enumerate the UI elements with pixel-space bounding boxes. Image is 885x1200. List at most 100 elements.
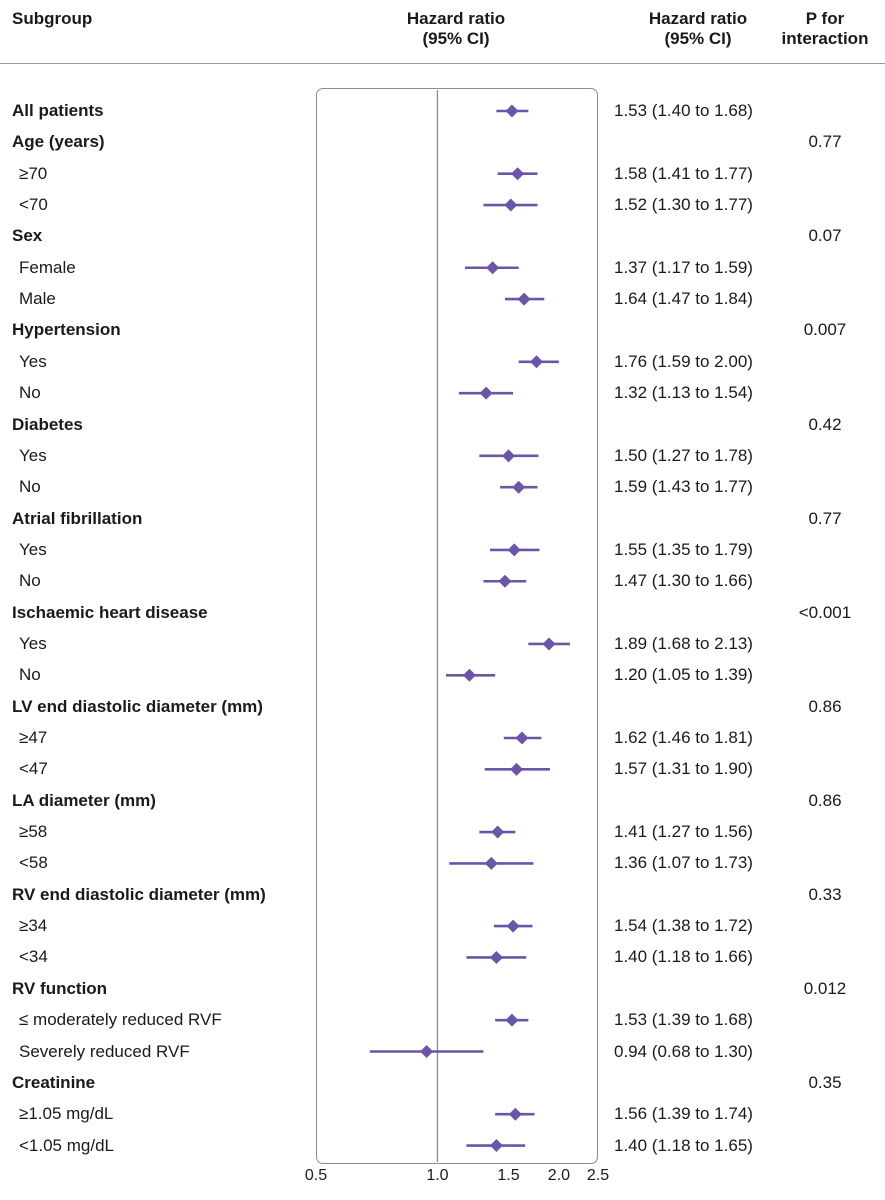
hazard-ratio-value: 0.94 (0.68 to 1.30) — [614, 1041, 753, 1061]
subgroup-label: ≥34 — [19, 916, 48, 936]
plot-frame — [316, 88, 598, 1164]
hazard-ratio-value: 1.55 (1.35 to 1.79) — [614, 539, 753, 559]
p-interaction-value: 0.012 — [803, 978, 847, 998]
hazard-ratio-value: 1.32 (1.13 to 1.54) — [614, 383, 753, 403]
hazard-ratio-value: 1.58 (1.41 to 1.77) — [614, 163, 753, 183]
point-estimate-marker — [491, 825, 505, 839]
point-estimate-marker — [489, 950, 503, 964]
subgroup-heading: RV function — [12, 978, 108, 998]
subgroup-label: ≥70 — [19, 163, 48, 183]
hazard-ratio-value: 1.40 (1.18 to 1.65) — [614, 1135, 753, 1155]
point-estimate-marker — [530, 355, 544, 369]
p-header-line2: interaction — [781, 29, 869, 48]
point-estimate-marker — [501, 449, 515, 463]
subgroup-label: Yes — [19, 445, 47, 465]
subgroup-label: <58 — [19, 853, 48, 873]
subgroup-heading: Diabetes — [12, 414, 83, 434]
subgroup-heading: Atrial fibrillation — [12, 508, 143, 528]
point-estimate-marker — [484, 856, 498, 870]
header-divider — [0, 63, 885, 64]
hazard-ratio-value: 1.54 (1.38 to 1.72) — [614, 916, 753, 936]
p-interaction-value: 0.35 — [808, 1072, 842, 1092]
point-estimate-marker — [505, 104, 519, 118]
hazard-ratio-value: 1.64 (1.47 to 1.84) — [614, 289, 753, 309]
subgroup-label: ≥47 — [19, 728, 48, 747]
p-interaction-value: 0.33 — [808, 884, 842, 904]
subgroup-label: Male — [19, 289, 56, 309]
subgroup-label: No — [19, 571, 41, 591]
plot-column-header: Hazard ratio (95% CI) — [376, 9, 536, 49]
subgroup-label: ≥58 — [19, 822, 48, 842]
subgroup-label: Yes — [19, 633, 47, 653]
hazard-ratio-value: 1.40 (1.18 to 1.66) — [614, 947, 753, 967]
subgroup-heading: Sex — [12, 226, 43, 246]
x-axis-tick-label: 1.0 — [426, 1167, 449, 1184]
subgroup-heading: Creatinine — [12, 1072, 96, 1092]
subgroup-label: No — [19, 665, 41, 685]
point-estimate-marker — [420, 1045, 434, 1058]
subgroup-heading: Ischaemic heart disease — [12, 602, 208, 622]
p-interaction-value: 0.86 — [808, 696, 842, 716]
subgroup-label: <70 — [19, 195, 48, 215]
subgroup-heading: LA diameter (mm) — [12, 790, 156, 810]
point-estimate-marker — [515, 731, 529, 745]
hazard-ratio-value: 1.56 (1.39 to 1.74) — [614, 1104, 753, 1124]
subgroup-label: ≥1.05 mg/dL — [19, 1104, 114, 1124]
subgroup-label: Severely reduced RVF — [19, 1041, 190, 1061]
hazard-ratio-value: 1.41 (1.27 to 1.56) — [614, 822, 753, 842]
point-estimate-marker — [512, 480, 526, 494]
point-estimate-marker — [504, 198, 518, 212]
hazard-ratio-value: 1.50 (1.27 to 1.78) — [614, 445, 753, 465]
point-estimate-marker — [489, 1139, 503, 1153]
point-estimate-marker — [498, 574, 512, 588]
x-axis-tick-label: 2.5 — [586, 1167, 610, 1184]
p-interaction-value: 0.77 — [808, 132, 842, 152]
subgroup-heading: RV end diastolic diameter (mm) — [12, 884, 266, 904]
point-estimate-marker — [511, 167, 525, 181]
subgroup-label: <1.05 mg/dL — [19, 1135, 114, 1155]
p-interaction-value: 0.86 — [808, 790, 842, 810]
subgroup-label: <47 — [19, 759, 48, 779]
point-estimate-marker — [507, 543, 521, 557]
hazard-ratio-value: 1.52 (1.30 to 1.77) — [614, 195, 753, 215]
p-interaction-value: 0.07 — [808, 226, 842, 246]
hazard-ratio-value: 1.57 (1.31 to 1.90) — [614, 759, 753, 779]
point-estimate-marker — [505, 1013, 519, 1027]
hr-header-line1: Hazard ratio — [648, 9, 748, 28]
subgroup-heading: All patients — [12, 101, 104, 120]
point-estimate-marker — [542, 637, 556, 651]
p-interaction-value: 0.77 — [808, 508, 842, 528]
hazard-ratio-value: 1.47 (1.30 to 1.66) — [614, 571, 753, 591]
point-estimate-marker — [506, 919, 520, 933]
subgroup-label: No — [19, 383, 41, 403]
hazard-ratio-value: 1.59 (1.43 to 1.77) — [614, 477, 753, 497]
subgroup-heading: Hypertension — [12, 320, 121, 340]
p-header-line1: P for — [805, 9, 845, 28]
x-axis-tick-label: 2.0 — [547, 1167, 571, 1184]
point-estimate-marker — [462, 668, 476, 682]
x-axis-tick-label: 0.5 — [304, 1167, 328, 1184]
point-estimate-marker — [479, 386, 493, 400]
point-estimate-marker — [486, 261, 500, 275]
plot-header-line1: Hazard ratio — [406, 9, 506, 28]
hazard-ratio-value: 1.37 (1.17 to 1.59) — [614, 257, 753, 277]
point-estimate-marker — [509, 762, 523, 776]
subgroup-label: Female — [19, 257, 76, 277]
hazard-ratio-value: 1.89 (1.68 to 2.13) — [614, 633, 753, 653]
p-interaction-value: <0.001 — [798, 602, 852, 622]
subgroup-label: Yes — [19, 351, 47, 371]
x-axis-tick-label: 1.5 — [497, 1167, 520, 1184]
p-interaction-value: 0.007 — [803, 320, 847, 340]
subgroup-label: ≤ moderately reduced RVF — [19, 1010, 222, 1030]
p-interaction-column-header: P for interaction — [772, 9, 878, 49]
hr-header-line2: (95% CI) — [664, 29, 732, 48]
hazard-ratio-value: 1.53 (1.39 to 1.68) — [614, 1010, 753, 1030]
hr-column-header: Hazard ratio (95% CI) — [618, 9, 778, 49]
point-estimate-marker — [517, 292, 531, 306]
p-interaction-value: 0.42 — [808, 414, 842, 434]
plot-header-line2: (95% CI) — [422, 29, 490, 48]
hazard-ratio-value: 1.76 (1.59 to 2.00) — [614, 351, 753, 371]
subgroup-label: Yes — [19, 539, 47, 559]
